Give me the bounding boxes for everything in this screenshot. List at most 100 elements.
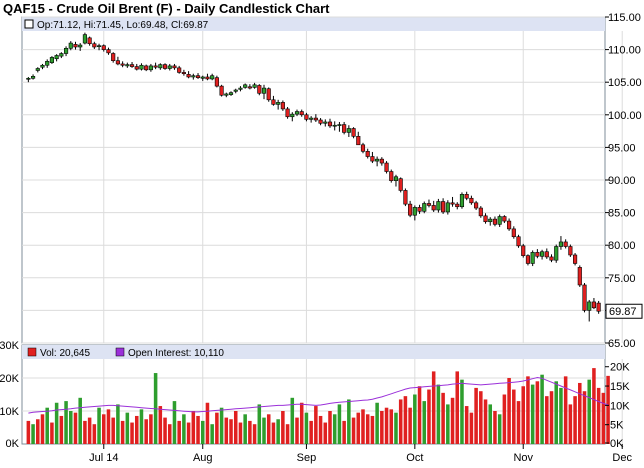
- volume-bar: [248, 420, 252, 444]
- volume-bar: [431, 371, 436, 444]
- candle-body: [384, 162, 389, 172]
- candle-body: [445, 202, 450, 213]
- price-tick-label: 115.00: [608, 12, 641, 24]
- candle-body: [389, 171, 394, 181]
- candle-body: [299, 111, 304, 116]
- volume-bar: [97, 407, 101, 444]
- candle-body: [205, 76, 210, 80]
- volume-bar: [36, 419, 40, 444]
- volume-bar: [149, 414, 153, 444]
- price-tick-label: 110.00: [608, 45, 641, 57]
- candle-body: [360, 144, 366, 152]
- volume-bar: [535, 381, 540, 444]
- candle-body: [257, 85, 262, 94]
- info-marker: [24, 19, 34, 29]
- volume-bar: [375, 402, 379, 444]
- candle-body: [558, 241, 564, 247]
- candle-body: [172, 65, 177, 69]
- candle-body: [431, 205, 436, 211]
- volume-bar: [26, 420, 31, 444]
- candle-body: [530, 252, 535, 264]
- x-tick-label: Aug: [193, 452, 213, 464]
- candle-body: [35, 68, 40, 71]
- volume-bar: [596, 387, 601, 444]
- candle-body: [111, 53, 116, 61]
- volume-bar: [582, 391, 587, 444]
- candle-body: [464, 194, 469, 199]
- volume-bar: [365, 414, 370, 444]
- volume-bar: [182, 414, 186, 444]
- candle-body: [549, 256, 554, 261]
- volume-bar: [497, 414, 502, 444]
- volume-bar: [304, 412, 309, 444]
- candle-body: [426, 203, 432, 206]
- candle-body: [294, 111, 300, 115]
- candle-body: [375, 158, 380, 162]
- volume-left-axis: 30K 20K 10K 0K: [0, 340, 20, 450]
- candle-body: [228, 92, 234, 95]
- candle-body: [507, 220, 512, 230]
- candle-body: [521, 245, 526, 256]
- candle-body: [271, 99, 276, 105]
- volume-bar: [337, 404, 342, 444]
- candle-body: [54, 55, 59, 60]
- candle-body: [129, 64, 135, 67]
- candle-body: [327, 121, 333, 127]
- candle-body: [247, 86, 252, 89]
- candle-body: [144, 65, 149, 71]
- candle-body: [304, 114, 309, 120]
- chart-title: QAF15 - Crude Oil Brent (F) - Daily Cand…: [3, 1, 330, 16]
- volume-bar: [144, 419, 148, 444]
- candle-body: [214, 77, 219, 87]
- candle-body: [525, 255, 531, 264]
- candle-body: [587, 301, 592, 311]
- candle-body: [403, 190, 408, 205]
- volume-bar: [233, 411, 238, 444]
- volume-right-tick-label: 5K: [610, 420, 624, 432]
- candle-body: [346, 128, 351, 133]
- volume-bar: [479, 391, 483, 444]
- candle-body: [238, 87, 243, 90]
- volume-bar: [196, 415, 200, 444]
- volume-bar: [422, 401, 427, 444]
- open-interest-line: [28, 376, 609, 414]
- volume-bar: [318, 415, 323, 444]
- volume-bar: [380, 411, 384, 444]
- volume-bar: [545, 396, 549, 444]
- candle-body: [243, 84, 248, 88]
- volume-bar: [276, 419, 280, 444]
- candle-body: [455, 203, 460, 208]
- volume-bar: [351, 417, 356, 444]
- volume-panel: Vol: 20,645 Open Interest: 10,110 30K 20K…: [0, 340, 630, 450]
- volume-bar: [578, 382, 582, 444]
- volume-bar: [554, 381, 558, 444]
- volume-bar: [31, 424, 35, 444]
- candle-body: [323, 121, 328, 124]
- volume-bar: [229, 419, 233, 444]
- volume-left-tick-label: 30K: [0, 340, 20, 352]
- volume-bar: [455, 371, 460, 444]
- volume-legend-swatch: [27, 347, 37, 357]
- candle-body: [342, 124, 347, 133]
- volume-bar: [328, 411, 332, 444]
- price-tick-label: 85.00: [608, 208, 636, 220]
- candle-body: [181, 72, 186, 75]
- volume-bar: [601, 392, 606, 444]
- open-interest-legend-swatch: [115, 347, 125, 357]
- candle-body: [290, 113, 295, 118]
- candle-body: [191, 75, 196, 78]
- volume-bar: [568, 404, 573, 444]
- volume-bar: [266, 414, 271, 444]
- price-tick-label: 80.00: [608, 240, 636, 252]
- volume-bar: [521, 386, 526, 444]
- candle-body: [436, 201, 441, 211]
- candle-body: [96, 45, 102, 47]
- volume-bar: [464, 406, 469, 444]
- candle-body: [313, 117, 318, 121]
- volume-bar: [167, 424, 172, 444]
- candle-body: [309, 117, 314, 120]
- candle-body: [186, 74, 191, 78]
- volume-bar: [309, 420, 313, 444]
- volume-bar: [299, 402, 304, 444]
